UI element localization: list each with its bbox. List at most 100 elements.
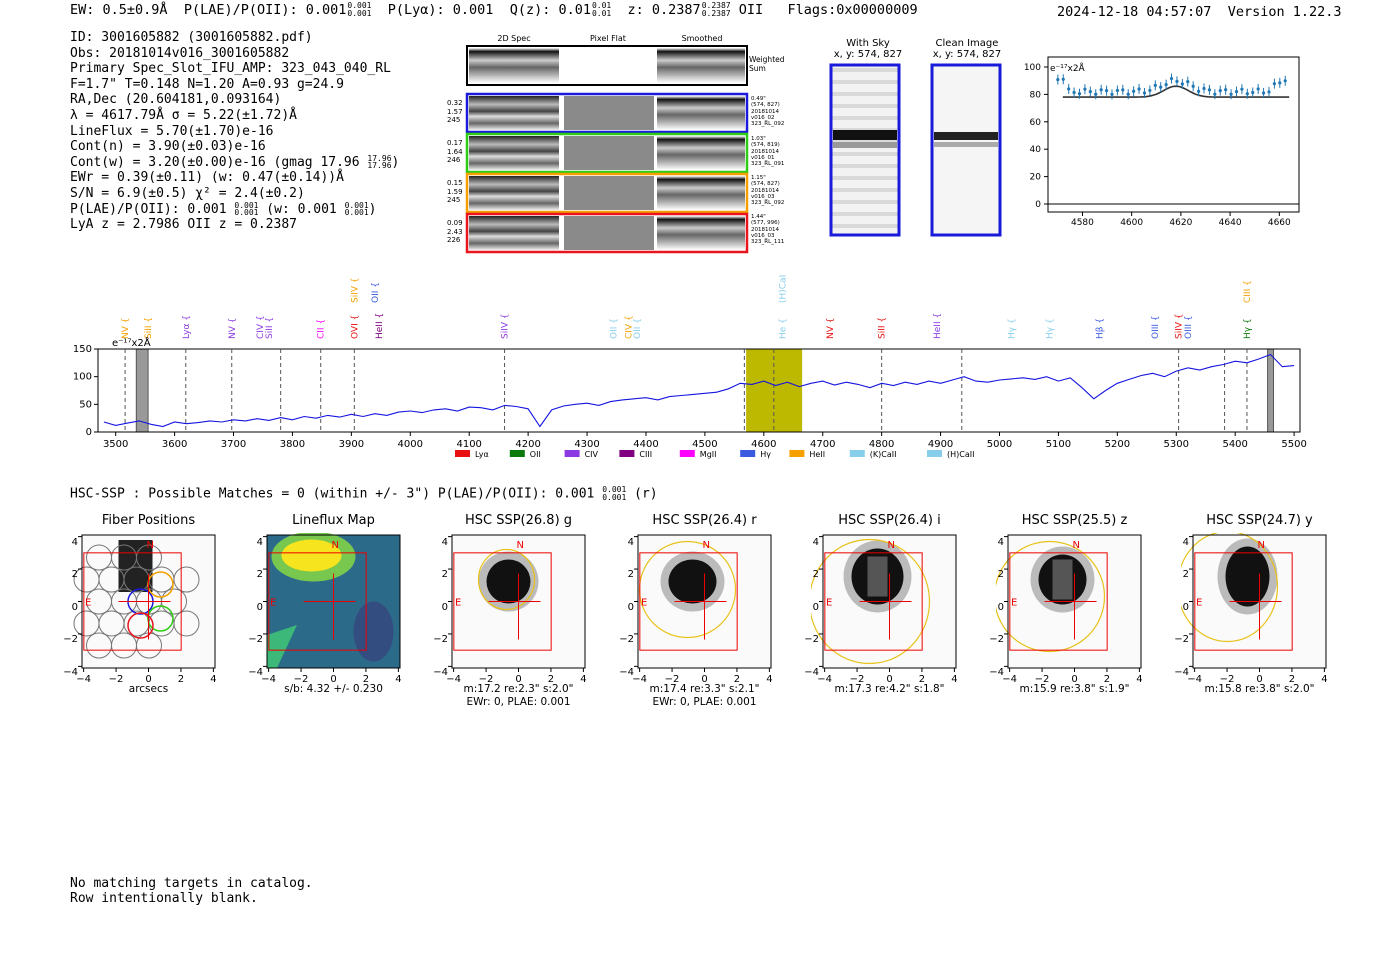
search-box	[1194, 552, 1293, 651]
row1-info-sep: 1.03"	[751, 136, 766, 142]
ytick-label: −2	[804, 634, 819, 646]
flags-value: Flags:0x00000009	[787, 2, 918, 18]
cutout-panel: N E −4 −2 0 2 4	[811, 534, 958, 685]
aperture-ellipse	[996, 540, 1106, 653]
timestamp-line: 2024-12-18 04:57:07 Version 1.22.3	[1057, 4, 1342, 20]
mini-point	[1191, 84, 1195, 88]
legend-swatch	[849, 450, 865, 457]
info-lyaz: LyA z = 2.7986 OII z = 0.2387	[70, 217, 297, 233]
search-box	[824, 552, 923, 651]
mini-ytick-label: 80	[1030, 90, 1042, 100]
row0-info-shot: v016_02	[751, 114, 775, 121]
cutout-sub2: EWr: 0, PLAE: 0.001	[652, 696, 757, 708]
mini-point	[1164, 83, 1168, 87]
row3-info-amp: 323_RL_111	[751, 239, 785, 246]
cutout-sub1: m:17.2 re:2.3" s:2.0"	[463, 683, 574, 695]
z-line: OII	[738, 2, 764, 18]
spectrum-line-label: Lyα {	[182, 315, 192, 339]
row0-c: 245	[447, 116, 461, 124]
legend-label: Hγ	[760, 450, 771, 459]
cutout-sub1: arcsecs	[128, 683, 169, 695]
spectrum-line-label: SiII {	[265, 317, 275, 339]
row3-info-sep: 1.44"	[751, 214, 766, 220]
mini-point	[1186, 80, 1190, 84]
info-plae-a: P(LAE)/P(OII): 0.001	[70, 201, 227, 217]
cutout-title: HSC SSP(26.4) i	[838, 513, 941, 528]
spectrum-ytick-label: 50	[79, 399, 92, 410]
legend-swatch	[509, 450, 525, 457]
lineflux-peak	[281, 539, 342, 572]
legend-label: OII	[530, 450, 541, 459]
xtick-label: −2	[1220, 674, 1235, 685]
mini-point	[1251, 90, 1255, 95]
mini-point	[1067, 87, 1071, 91]
spectrum-line-label: SiII {	[878, 317, 888, 339]
fiber-circle	[86, 632, 112, 659]
mini-point	[1099, 88, 1103, 92]
mini-point	[1283, 79, 1287, 83]
row2-info-shot: v016_03	[751, 193, 775, 200]
mini-point	[1169, 76, 1174, 81]
clean-xy: x, y: 574, 827	[932, 49, 1002, 60]
row0-info: 0.49" (574, 827) 20181014 v016_02 323_RL_092	[751, 96, 784, 127]
ytick-labels: 4 2 0 −2 −4	[980, 527, 1004, 689]
info-contn: Cont(n) = 3.90(±0.03)e-16	[70, 139, 266, 155]
legend-swatch	[619, 450, 635, 457]
ytick-label: −2	[619, 634, 634, 646]
mini-point	[1137, 87, 1141, 91]
mini-point	[1213, 92, 1217, 96]
mini-point	[1218, 89, 1222, 93]
spectrum-ytick-label: 100	[73, 372, 92, 383]
cutout-panel: N E −4 −2 0 2 4	[73, 534, 217, 685]
xtick-label: −4	[261, 674, 276, 685]
ytick-label: −2	[1174, 634, 1189, 646]
compass-e: E	[1196, 598, 1202, 609]
mini-ytick-label: 100	[1024, 63, 1041, 73]
info-primary: Primary Spec_Slot_IFU_AMP: 323_043_040_R…	[70, 61, 391, 77]
info-plae-lower: 0.001	[234, 208, 259, 218]
row2-a: 0.15	[447, 179, 463, 187]
xtick-label: −4	[817, 674, 832, 685]
info-lambda: λ = 4617.79Å σ = 5.22(±1.72)Å	[70, 107, 297, 123]
xtick-label: −4	[76, 674, 91, 685]
row1-b: 1.64	[447, 147, 463, 156]
hsc-title-line: HSC-SSP : Possible Matches = 0 (within +…	[70, 486, 658, 502]
xtick-label: 2	[548, 674, 554, 685]
cutout-sub1: m:15.9 re:3.8" s:1.9"	[1019, 683, 1130, 695]
z-label: z:	[627, 2, 644, 18]
search-box	[1009, 552, 1108, 651]
mini-point	[1229, 92, 1233, 96]
z-upper: 0.2387	[701, 1, 731, 10]
legend-label: CIV	[585, 450, 599, 459]
mini-xtick-label: 4620	[1169, 218, 1192, 228]
plae-label: P(LAE)/P(OII):	[183, 2, 298, 18]
xtick-label: 2	[1104, 674, 1110, 685]
compass-e: E	[826, 598, 832, 609]
ytick-label: 2	[256, 569, 263, 581]
ytick-label: 2	[812, 569, 819, 581]
with-sky-trace	[833, 130, 897, 140]
version: Version 1.22.3	[1227, 4, 1342, 20]
mini-point	[1126, 92, 1130, 96]
with-sky-xy: x, y: 574, 827	[833, 49, 903, 60]
spectrum-line-label: CIV {	[624, 315, 634, 339]
row1-c: 246	[447, 156, 461, 164]
xtick-label: 2	[919, 674, 925, 685]
info-plae-end: )	[368, 201, 377, 217]
mini-point	[1077, 92, 1082, 96]
compass-e: E	[85, 598, 91, 609]
spectrum-masked-region	[135, 348, 149, 433]
plya-value: P(Lyα): 0.001	[387, 2, 494, 18]
lineflux-dark	[353, 601, 394, 662]
mini-xtick-label: 4660	[1268, 218, 1291, 228]
spectrum-line-label: CIV {	[256, 315, 266, 339]
row3-info-xy: (577, 996)	[751, 220, 780, 227]
weighted-sum-2d	[469, 48, 559, 83]
xtick-label: 4	[1136, 674, 1142, 685]
ytick-label: 4	[627, 537, 634, 548]
info-ewr: EWr = 0.39(±0.11) (w: 0.47(±0.14))Å	[70, 170, 344, 186]
with-sky-title: With Sky x, y: 574, 827	[828, 38, 908, 60]
ytick-label: −4	[804, 666, 819, 678]
ytick-label: 2	[997, 569, 1004, 581]
spec-row-2d	[469, 216, 559, 250]
